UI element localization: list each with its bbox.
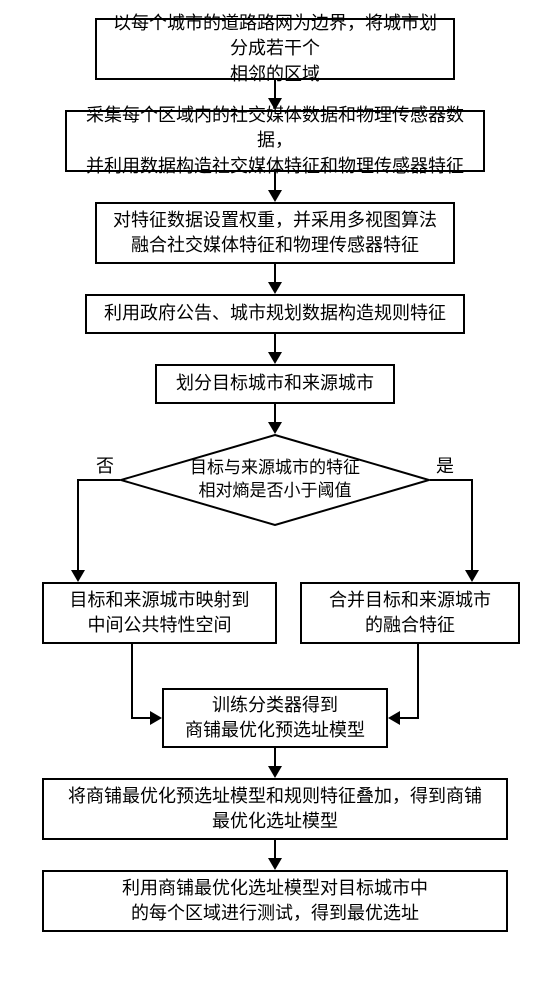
arrow-5-d bbox=[274, 404, 276, 424]
label-yes: 是 bbox=[436, 452, 454, 478]
arrow-6r-7-v bbox=[417, 644, 419, 718]
step-2-collect-data: 采集每个区域内的社交媒体数据和物理传感器数据，并利用数据构造社交媒体特征和物理传… bbox=[65, 110, 485, 172]
branch-no-text: 目标和来源城市映射到中间公共特性空间 bbox=[70, 588, 250, 638]
arrow-head-6r-7 bbox=[388, 711, 400, 725]
branch-yes-merge-features: 合并目标和来源城市的融合特征 bbox=[300, 582, 520, 644]
step-5-split-cities: 划分目标城市和来源城市 bbox=[155, 364, 395, 404]
step-1-text: 以每个城市的道路路网为边界，将城市划分成若干个相邻的区域 bbox=[107, 11, 443, 87]
arrow-d-left-h bbox=[78, 479, 120, 481]
arrow-1-2 bbox=[274, 80, 276, 100]
arrow-6r-7-h bbox=[400, 717, 419, 719]
arrow-4-5 bbox=[274, 334, 276, 354]
arrow-head-6l-7 bbox=[150, 711, 162, 725]
arrow-3-4 bbox=[274, 264, 276, 284]
step-8-text: 将商铺最优化预选址模型和规则特征叠加，得到商铺最优化选址模型 bbox=[68, 784, 482, 834]
decision-text: 目标与来源城市的特征相对熵是否小于阈值 bbox=[190, 457, 360, 503]
flowchart-container: 以每个城市的道路路网为边界，将城市划分成若干个相邻的区域 采集每个区域内的社交媒… bbox=[0, 0, 550, 1000]
step-8-overlay-model: 将商铺最优化预选址模型和规则特征叠加，得到商铺最优化选址模型 bbox=[42, 778, 508, 840]
arrow-head-1-2 bbox=[268, 98, 282, 110]
step-4-rule-features: 利用政府公告、城市规划数据构造规则特征 bbox=[85, 294, 465, 334]
step-9-test-regions: 利用商铺最优化选址模型对目标城市中的每个区域进行测试，得到最优选址 bbox=[42, 870, 508, 932]
arrow-head-2-3 bbox=[268, 190, 282, 202]
step-4-text: 利用政府公告、城市规划数据构造规则特征 bbox=[104, 301, 446, 326]
step-2-text: 采集每个区域内的社交媒体数据和物理传感器数据，并利用数据构造社交媒体特征和物理传… bbox=[77, 103, 473, 179]
branch-yes-text: 合并目标和来源城市的融合特征 bbox=[329, 588, 491, 638]
step-1-partition-city: 以每个城市的道路路网为边界，将城市划分成若干个相邻的区域 bbox=[95, 18, 455, 80]
arrow-head-7-8 bbox=[268, 766, 282, 778]
step-3-set-weights: 对特征数据设置权重，并采用多视图算法融合社交媒体特征和物理传感器特征 bbox=[95, 202, 455, 264]
arrow-head-d-right bbox=[465, 570, 479, 582]
step-9-text: 利用商铺最优化选址模型对目标城市中的每个区域进行测试，得到最优选址 bbox=[122, 876, 428, 926]
decision-entropy-threshold: 目标与来源城市的特征相对熵是否小于阈值 bbox=[120, 434, 430, 526]
arrow-8-9 bbox=[274, 840, 276, 860]
arrow-head-5-d bbox=[268, 422, 282, 434]
step-7-text: 训练分类器得到商铺最优化预选址模型 bbox=[185, 693, 365, 743]
arrow-head-d-left bbox=[71, 570, 85, 582]
label-no: 否 bbox=[96, 452, 114, 478]
step-3-text: 对特征数据设置权重，并采用多视图算法融合社交媒体特征和物理传感器特征 bbox=[113, 208, 437, 258]
branch-no-map-space: 目标和来源城市映射到中间公共特性空间 bbox=[42, 582, 277, 644]
arrow-d-left-v bbox=[77, 479, 79, 572]
step-5-text: 划分目标城市和来源城市 bbox=[176, 371, 374, 396]
arrow-6l-7-v bbox=[131, 644, 133, 718]
arrow-head-8-9 bbox=[268, 858, 282, 870]
arrow-7-8 bbox=[274, 748, 276, 768]
arrow-6l-7-h bbox=[131, 717, 152, 719]
arrow-head-4-5 bbox=[268, 352, 282, 364]
arrow-d-right-v bbox=[471, 479, 473, 572]
arrow-2-3 bbox=[274, 172, 276, 192]
step-7-train-classifier: 训练分类器得到商铺最优化预选址模型 bbox=[162, 688, 388, 748]
arrow-d-right-h bbox=[430, 479, 472, 481]
arrow-head-3-4 bbox=[268, 282, 282, 294]
